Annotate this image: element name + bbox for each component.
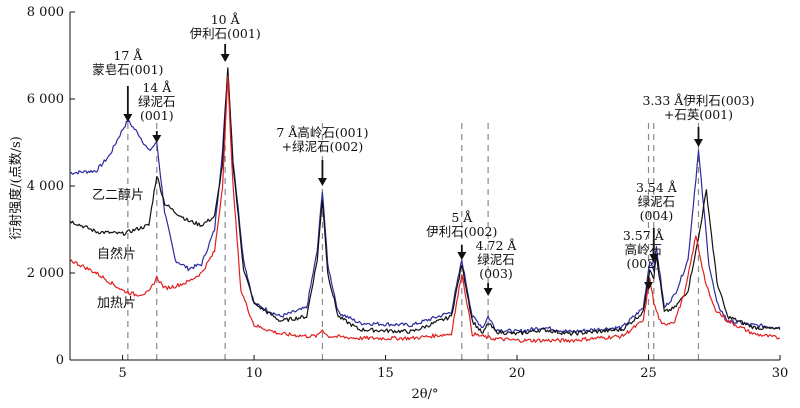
arrow-icon: [457, 252, 467, 260]
peak-annotation-line: 伊利石(001): [190, 26, 261, 41]
peak-annotation-line: (004): [640, 208, 674, 223]
peak-annotation-line: 高岭石: [625, 242, 663, 257]
x-tick-label: 25: [640, 366, 657, 381]
peak-annotation: 10 Å 伊利石(001): [190, 12, 261, 41]
peak-annotation-line: (002): [626, 256, 660, 271]
peak-annotation-line: (003): [479, 266, 513, 281]
peak-annotation: 3.57 Å 高岭石(002): [623, 228, 665, 271]
arrow-icon: [220, 54, 230, 62]
x-tick-label: 5: [118, 366, 126, 381]
series-line: [69, 75, 781, 343]
peak-annotation-line: 14 Å: [142, 80, 172, 95]
peak-annotation: 5 Å 伊利石(002): [426, 210, 497, 239]
peak-annotation-line: 3.54 Å: [636, 180, 678, 195]
arrow-icon: [483, 288, 493, 296]
peak-annotation-line: 3.33 Å伊利石(003): [643, 93, 755, 108]
peak-annotation-line: 绿泥石: [477, 252, 515, 267]
x-tick-label: 10: [246, 366, 263, 381]
x-axis-title: 2θ/°: [412, 387, 439, 402]
peak-annotation: 3.33 Å伊利石(003) +石英(001): [643, 93, 755, 122]
peak-annotation-line: 10 Å: [211, 12, 241, 27]
y-tick-label: 8 000: [27, 5, 64, 20]
x-tick-label: 15: [377, 366, 394, 381]
peak-annotation-line: 7 Å高岭石(001): [276, 125, 368, 140]
y-axis-title: 衍射强度/(点数/s): [8, 136, 24, 240]
series-label: 加热片: [97, 296, 136, 311]
y-tick-label: 6 000: [27, 92, 64, 107]
peak-annotation-line: 17 Å: [113, 48, 143, 63]
peak-annotation-line: 蒙皂石(001): [92, 62, 163, 77]
arrow-icon: [693, 139, 703, 147]
peak-annotation-line: (001): [140, 108, 174, 123]
peak-annotation: 7 Å高岭石(001) +绿泥石(002): [276, 125, 368, 154]
ticks: 5 10 15 20 25 30 0 2 000 4 000 6 000 8 000: [27, 5, 788, 381]
peak-annotation-line: 4.72 Å: [476, 238, 518, 253]
series-label: 自然片: [97, 246, 136, 262]
peak-annotation: 4.72 Å 绿泥石(003): [476, 238, 518, 281]
y-tick-label: 4 000: [27, 179, 64, 194]
series-line: [69, 67, 781, 336]
peak-annotation-line: +绿泥石(002): [282, 139, 364, 154]
x-tick-label: 30: [772, 366, 789, 381]
series-group: [69, 67, 781, 343]
peak-annotation-line: 3.57 Å: [623, 228, 665, 243]
x-tick-label: 20: [509, 366, 526, 381]
peak-annotation-line: +石英(001): [664, 107, 733, 122]
peak-annotation-line: 5 Å: [451, 210, 473, 225]
peak-annotation: 17 Å 蒙皂石(001): [92, 48, 163, 77]
y-tick-label: 0: [56, 353, 64, 368]
arrow-icon: [152, 135, 162, 143]
peak-annotation-line: 绿泥石: [138, 94, 176, 109]
arrow-icon: [649, 254, 659, 262]
arrow-icon: [123, 114, 133, 122]
peak-annotation-line: 伊利石(002): [426, 224, 497, 239]
peak-annotation: 3.54 Å 绿泥石(004): [636, 180, 678, 223]
peak-annotation: 14 Å 绿泥石(001): [138, 80, 176, 123]
arrow-icon: [644, 282, 654, 290]
y-tick-label: 2 000: [27, 266, 64, 281]
series-label: 乙二醇片: [92, 187, 144, 203]
annotations: 17 Å 蒙皂石(001)14 Å 绿泥石(001)10 Å 伊利石(001)7 Å高…: [92, 12, 754, 296]
peak-annotation-line: 绿泥石: [638, 194, 676, 209]
arrow-icon: [317, 178, 327, 186]
